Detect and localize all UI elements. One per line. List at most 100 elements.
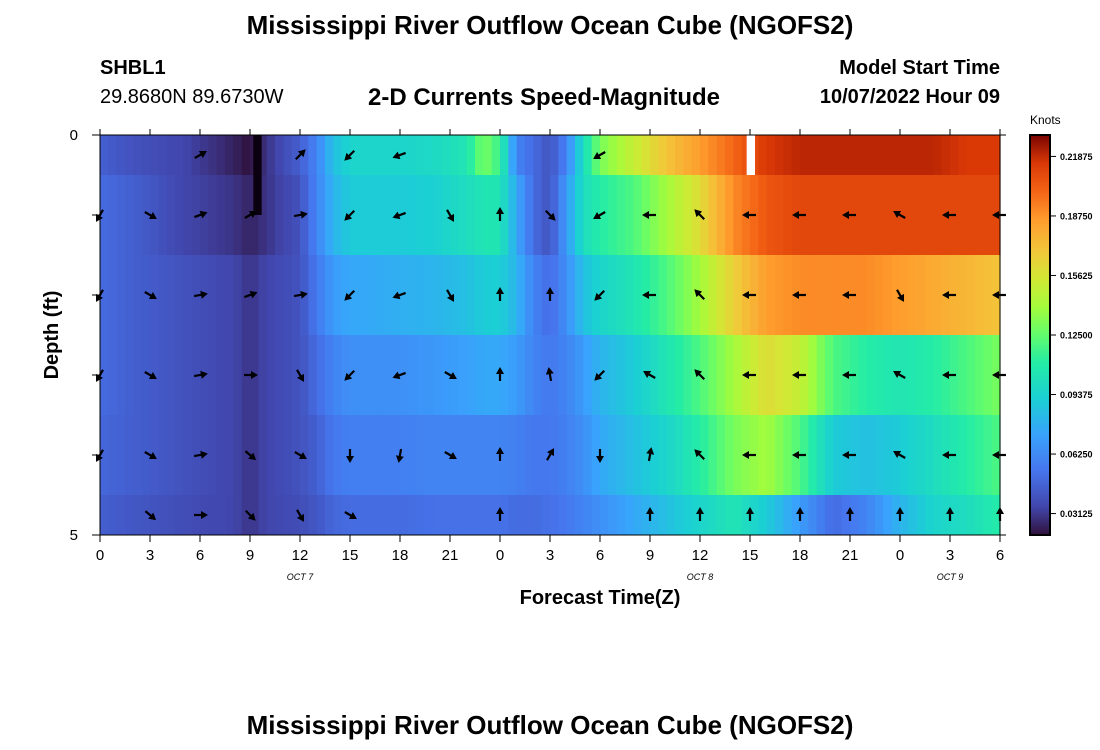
heatmap-cell <box>783 255 793 335</box>
heatmap-cell <box>891 135 901 175</box>
colorbar-tick-label: 0.15625 <box>1060 271 1093 281</box>
heatmap-cell <box>166 175 176 255</box>
heatmap-cell <box>483 415 493 495</box>
heatmap-cell <box>883 495 893 535</box>
heatmap-cell <box>375 135 384 175</box>
heatmap-cell <box>550 255 559 335</box>
heatmap-cell <box>575 335 584 415</box>
heatmap-cell <box>725 415 734 495</box>
heatmap-cell <box>383 255 393 335</box>
heatmap-cell <box>825 415 834 495</box>
chart-subtitle: 2-D Currents Speed-Magnitude <box>368 84 721 111</box>
heatmap-cell <box>875 255 884 335</box>
heatmap-cell <box>966 175 976 255</box>
heatmap-cell <box>225 135 234 175</box>
heatmap-cell <box>441 175 451 255</box>
heatmap-cell <box>250 415 259 495</box>
heatmap-cell <box>216 175 226 255</box>
heatmap-cell <box>933 175 943 255</box>
heatmap-cell <box>608 495 618 535</box>
date-label: OCT 9 <box>937 572 964 582</box>
heatmap-cell <box>108 175 118 255</box>
current-arrow <box>942 211 956 219</box>
heatmap-cell <box>308 255 318 335</box>
heatmap-cell <box>158 335 168 415</box>
heatmap-cell <box>775 415 784 495</box>
heatmap-cell <box>683 175 693 255</box>
heatmap-cell <box>783 135 793 175</box>
heatmap-cell <box>875 335 884 415</box>
heatmap-cell <box>833 495 843 535</box>
heatmap-cell <box>158 415 168 495</box>
heatmap-cell <box>425 255 434 335</box>
heatmap-cell <box>233 335 243 415</box>
heatmap-cell <box>258 335 268 415</box>
heatmap-cell <box>483 255 493 335</box>
x-tick-label: 12 <box>292 547 309 564</box>
heatmap-cell <box>575 495 584 535</box>
heatmap-cell <box>458 255 468 335</box>
heatmap-cell <box>241 175 251 255</box>
heatmap-cell <box>216 255 226 335</box>
heatmap-cell <box>433 135 443 175</box>
heatmap-cell <box>100 175 109 255</box>
heatmap-cell <box>541 255 551 335</box>
heatmap-cell <box>675 255 684 335</box>
current-arrow <box>444 451 457 459</box>
heatmap-cell <box>775 175 784 255</box>
heatmap-cell <box>133 135 143 175</box>
heatmap-cell <box>966 335 976 415</box>
heatmap-cell <box>233 135 243 175</box>
current-arrow <box>546 448 554 461</box>
heatmap-cell <box>383 175 393 255</box>
current-arrow <box>746 507 754 521</box>
heatmap-cell <box>425 175 434 255</box>
heatmap-cell <box>166 255 176 335</box>
current-arrow <box>193 210 208 219</box>
heatmap-cell <box>333 335 343 415</box>
heatmap-cell <box>208 135 218 175</box>
x-tick-label: 9 <box>246 547 254 564</box>
heatmap-cell <box>925 495 934 535</box>
heatmap-cell <box>725 175 734 255</box>
heatmap-cell <box>375 495 384 535</box>
heatmap-cell <box>458 175 468 255</box>
heatmap-cell <box>408 495 418 535</box>
heatmap-cell <box>975 175 984 255</box>
heatmap-cell <box>300 495 309 535</box>
heatmap-cell <box>350 135 359 175</box>
heatmap-cell <box>100 255 109 335</box>
heatmap-cell <box>216 135 226 175</box>
heatmap-cell <box>358 135 368 175</box>
current-arrow <box>193 370 208 379</box>
heatmap-cell <box>708 135 718 175</box>
heatmap-cell <box>525 415 534 495</box>
heatmap-cell <box>166 335 176 415</box>
heatmap-cell <box>316 255 326 335</box>
heatmap-cell <box>683 495 693 535</box>
heatmap-cell <box>866 175 876 255</box>
current-arrow <box>144 371 157 379</box>
heatmap-cell <box>341 415 351 495</box>
heatmap-cell <box>308 495 318 535</box>
heatmap-cell <box>441 415 451 495</box>
current-arrow <box>792 371 806 379</box>
current-arrow <box>596 449 604 463</box>
heatmap-cell <box>233 255 243 335</box>
current-arrow <box>742 291 756 299</box>
y-tick-label: 0 <box>70 127 78 144</box>
heatmap-cell <box>858 335 868 415</box>
heatmap-cell <box>525 255 534 335</box>
heatmap-cell <box>833 255 843 335</box>
heatmap-cell <box>958 135 968 175</box>
heatmap-cell <box>533 495 543 535</box>
current-arrow <box>296 509 304 522</box>
heatmap-cell <box>325 415 334 495</box>
heatmap-cell <box>516 255 526 335</box>
heatmap-cell <box>475 255 484 335</box>
heatmap-cell <box>225 255 234 335</box>
heatmap-cell <box>283 135 293 175</box>
x-tick-label: 3 <box>146 547 154 564</box>
current-arrow <box>544 209 556 221</box>
heatmap-cell <box>683 135 693 175</box>
